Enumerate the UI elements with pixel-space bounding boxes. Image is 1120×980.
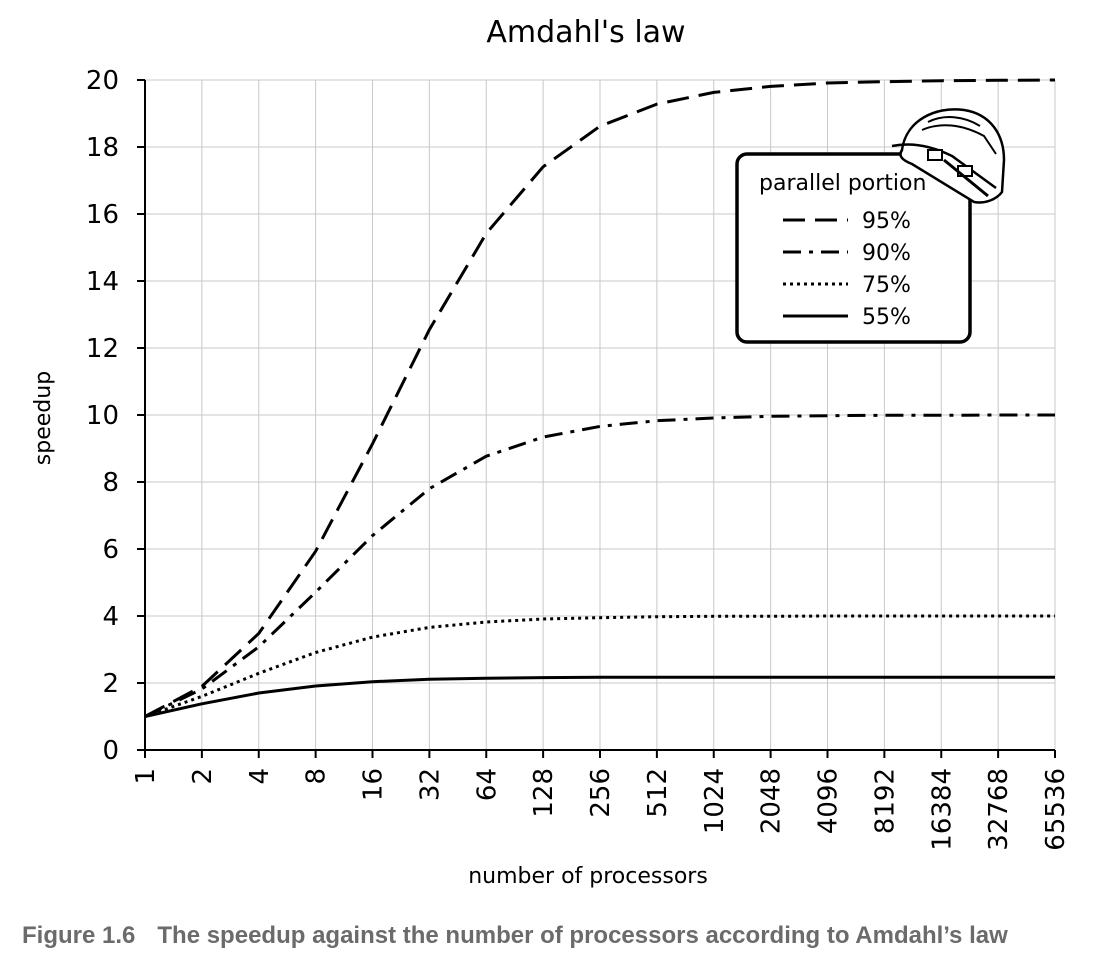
x-tick-label: 8192 xyxy=(870,768,900,834)
y-tick-label: 18 xyxy=(86,133,119,163)
y-tick-labels: 0 2 4 6 8 10 12 14 16 18 20 xyxy=(86,66,119,766)
legend-label: 75% xyxy=(862,273,911,298)
legend-box xyxy=(735,152,972,344)
x-tick-label: 1 xyxy=(131,768,161,785)
x-tick-label: 16 xyxy=(359,768,389,801)
x-axis-label: number of processors xyxy=(468,864,708,889)
series-line-95pct xyxy=(144,78,1056,718)
figure-caption: Figure 1.6 The speedup against the number… xyxy=(22,922,1112,950)
x-tick-label: 4096 xyxy=(814,768,844,834)
figure-number: Figure 1.6 xyxy=(22,922,136,949)
y-tick-label: 2 xyxy=(102,669,119,699)
y-tick-label: 20 xyxy=(86,66,119,96)
x-tick-label: 2 xyxy=(188,768,218,785)
legend-label: 55% xyxy=(862,305,911,330)
series-line-55pct xyxy=(144,675,1055,718)
figure-caption-text: The speedup against the number of proces… xyxy=(157,922,1008,949)
x-tick-label: 512 xyxy=(643,768,673,818)
x-tick-label: 65536 xyxy=(1041,768,1071,851)
series-line-75pct xyxy=(144,614,1055,718)
x-tick-label: 1024 xyxy=(700,768,730,834)
x-tick-label: 32768 xyxy=(984,768,1014,851)
hard-hat-icon xyxy=(891,108,1006,204)
y-tick-label: 0 xyxy=(102,736,119,766)
x-tick-label: 32 xyxy=(415,768,445,801)
x-tick-label: 128 xyxy=(529,768,559,818)
x-tick-label: 4 xyxy=(245,768,275,785)
legend-title: parallel portion xyxy=(759,171,926,196)
y-axis-label: speedup xyxy=(31,371,56,465)
y-tick-label: 14 xyxy=(86,267,119,297)
y-tick-label: 4 xyxy=(102,602,119,632)
series-lines xyxy=(144,78,1056,718)
y-tick-label: 8 xyxy=(102,468,119,498)
x-tick-label: 2048 xyxy=(757,768,787,834)
y-tick-label: 10 xyxy=(86,401,119,431)
legend-label: 95% xyxy=(862,209,911,234)
legend: parallel portion 95% 90% 75% 55% xyxy=(735,152,972,344)
chart-title: Amdahl's law xyxy=(486,15,685,50)
x-tick-label: 64 xyxy=(472,768,502,801)
x-tick-label: 8 xyxy=(302,768,332,785)
axes xyxy=(137,79,1056,758)
x-tick-label: 16384 xyxy=(927,768,957,851)
x-tick-labels: 1 2 4 8 16 32 64 128 256 512 1024 2048 4096 8192 16384… xyxy=(131,768,1071,851)
legend-label: 90% xyxy=(862,241,911,266)
y-tick-label: 16 xyxy=(86,200,119,230)
x-tick-label: 256 xyxy=(586,768,616,818)
y-tick-label: 12 xyxy=(86,334,119,364)
y-tick-label: 6 xyxy=(102,535,119,565)
series-line-90pct xyxy=(144,413,1055,718)
